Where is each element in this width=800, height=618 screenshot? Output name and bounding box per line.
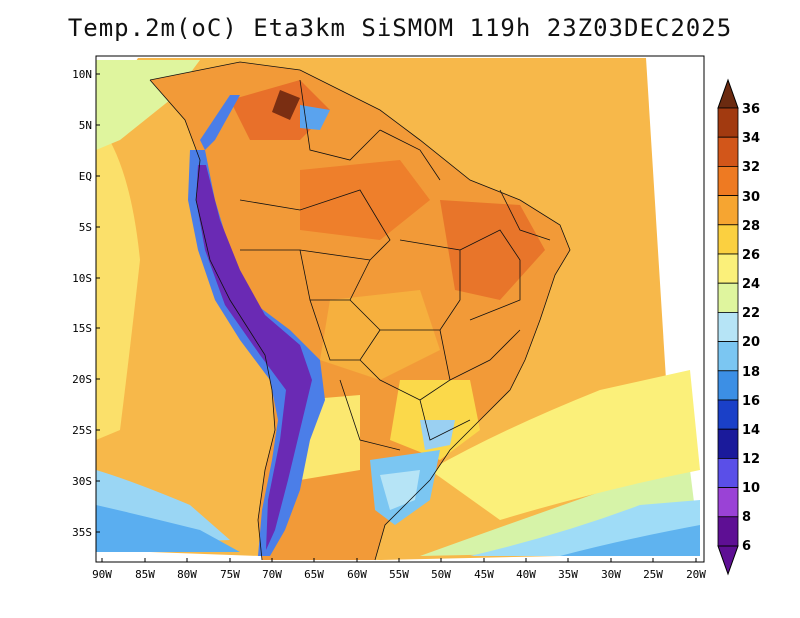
colorbar-swatch <box>717 107 739 138</box>
colorbar-bottom-arrow-icon <box>717 545 739 576</box>
lat-label: 5S <box>79 221 92 234</box>
colorbar-swatch <box>717 224 739 255</box>
colorbar-label: 28 <box>742 219 760 234</box>
lat-ticks <box>96 73 100 533</box>
colorbar-swatch <box>717 399 739 430</box>
colorbar-label: 10 <box>742 481 760 496</box>
colorbar-label: 18 <box>742 365 760 380</box>
colorbar-swatch <box>717 516 739 547</box>
lat-label: 5N <box>79 119 92 132</box>
colorbar-swatch <box>717 311 739 342</box>
lon-ticks <box>101 558 697 562</box>
colorbar-swatch <box>717 370 739 401</box>
map-field <box>96 56 704 562</box>
colorbar-label: 32 <box>742 160 760 175</box>
map-frame <box>95 55 705 563</box>
lon-label: 85W <box>135 568 155 581</box>
lon-label: 65W <box>304 568 324 581</box>
colorbar-label: 30 <box>742 190 760 205</box>
colorbar-label: 24 <box>742 277 760 292</box>
lon-label: 25W <box>643 568 663 581</box>
colorbar-swatch <box>717 165 739 196</box>
lon-label: 30W <box>601 568 621 581</box>
colorbar-swatch <box>717 341 739 372</box>
lon-label: 35W <box>558 568 578 581</box>
colorbar-label: 34 <box>742 131 760 146</box>
colorbar-top-arrow-icon <box>717 78 739 109</box>
colorbar-labels: 36 34 32 30 28 26 24 22 20 18 16 14 12 1… <box>742 102 760 554</box>
colorbar-label: 16 <box>742 394 760 409</box>
lon-label: 50W <box>431 568 451 581</box>
lat-labels: 10N 5N EQ 5S 10S 15S 20S 25S 30S 35S <box>72 68 92 539</box>
colorbar-label: 20 <box>742 335 760 350</box>
colorbar-swatch <box>717 428 739 459</box>
lon-label: 45W <box>474 568 494 581</box>
lon-label: 40W <box>516 568 536 581</box>
colorbar-label: 6 <box>742 539 751 554</box>
lat-label: 25S <box>72 424 92 437</box>
lon-label: 55W <box>389 568 409 581</box>
lat-label: 30S <box>72 475 92 488</box>
lat-label: 10S <box>72 272 92 285</box>
lon-labels: 90W 85W 80W 75W 70W 65W 60W 55W 50W 45W … <box>92 568 706 581</box>
colorbar-swatch <box>717 282 739 313</box>
lon-label: 60W <box>347 568 367 581</box>
colorbar-label: 8 <box>742 510 751 525</box>
colorbar-label: 26 <box>742 248 760 263</box>
colorbar-swatches <box>717 107 739 547</box>
lon-label: 90W <box>92 568 112 581</box>
colorbar-label: 12 <box>742 452 760 467</box>
lat-label: 10N <box>72 68 92 81</box>
political-borders <box>149 61 571 561</box>
colorbar-swatch <box>717 457 739 488</box>
lon-label: 70W <box>262 568 282 581</box>
lat-label: 35S <box>72 526 92 539</box>
lat-label: EQ <box>79 170 92 183</box>
colorbar-swatch <box>717 195 739 226</box>
colorbar-label: 22 <box>742 306 760 321</box>
colorbar-swatch <box>717 136 739 167</box>
colorbar-swatch <box>717 487 739 518</box>
lon-label: 20W <box>686 568 706 581</box>
lon-label: 80W <box>177 568 197 581</box>
colorbar-label: 36 <box>742 102 760 117</box>
lon-label: 75W <box>220 568 240 581</box>
colorbar: 36 34 32 30 28 26 24 22 20 18 16 14 12 1… <box>717 78 760 576</box>
colorbar-swatch <box>717 253 739 284</box>
lat-label: 20S <box>72 373 92 386</box>
lat-label: 15S <box>72 322 92 335</box>
colorbar-label: 14 <box>742 423 760 438</box>
map-title: Temp.2m(oC) Eta3km SiSMOM 119h 23Z03DEC2… <box>67 14 733 42</box>
